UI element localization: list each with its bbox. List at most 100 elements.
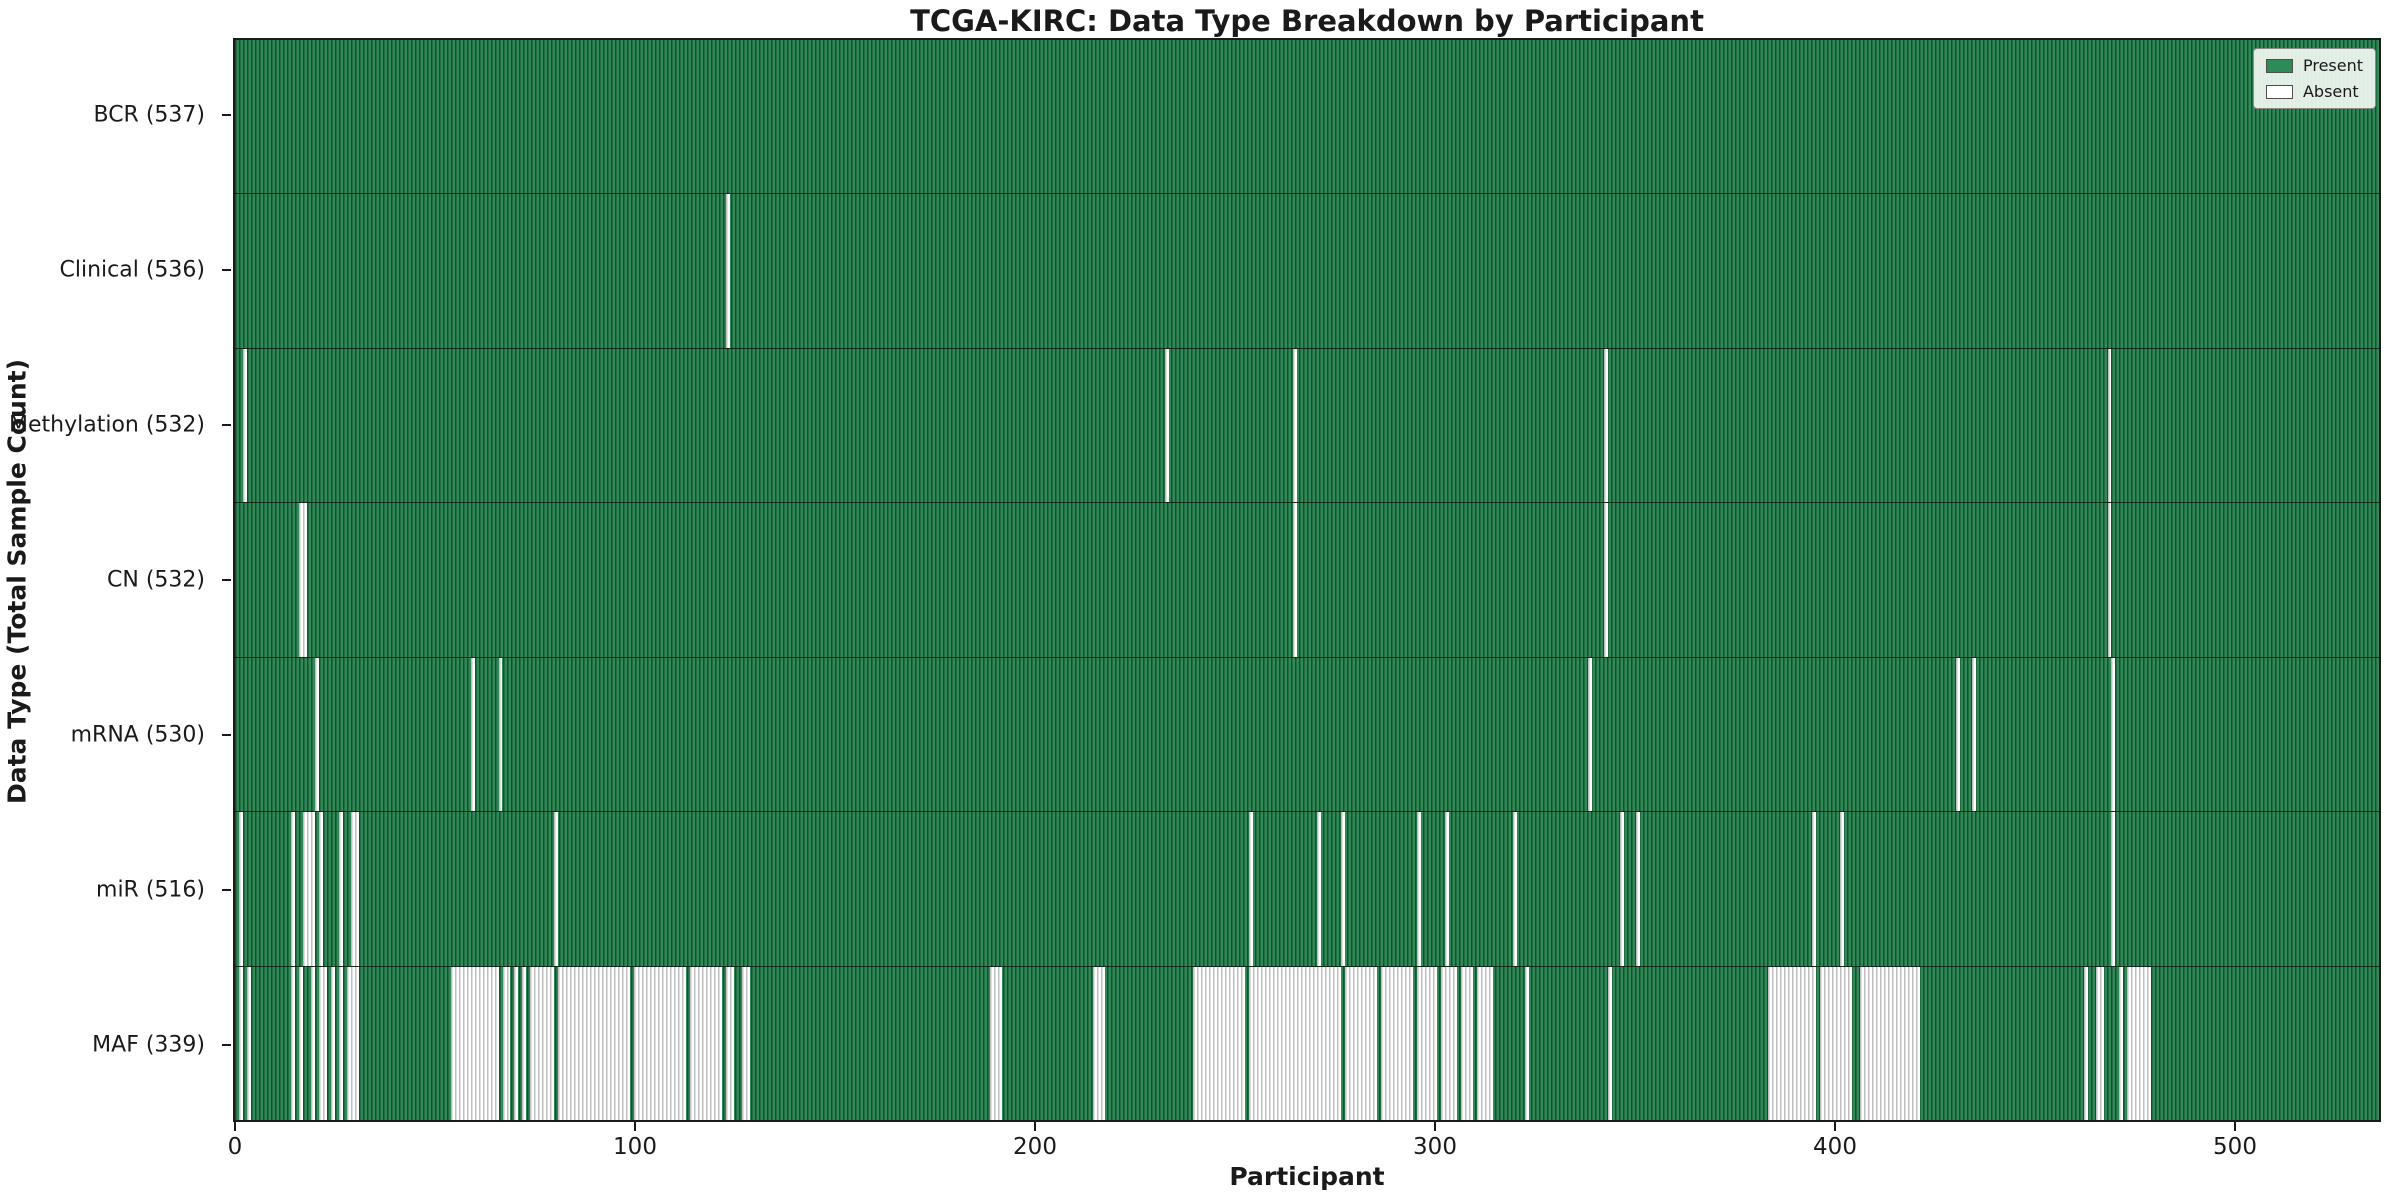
absent-segment [742,966,751,1120]
absent-segment [298,966,303,1120]
absent-segment [1588,657,1593,812]
absent-segment [310,966,315,1120]
legend-label-absent: Absent [2302,82,2359,101]
chart-title: TCGA-KIRC: Data Type Breakdown by Partic… [910,4,1704,38]
row-methylation [235,348,2379,504]
absent-segment [2127,966,2152,1120]
row-maf [235,966,2379,1120]
row-cn [235,503,2379,658]
absent-segment [1971,657,1976,812]
absent-segment [2111,657,2116,812]
y-tick-label-bcr: BCR (537) [93,102,205,128]
absent-segment [498,657,503,812]
plot-area [233,38,2381,1122]
x-tick-mark [1434,1122,1436,1131]
absent-segment [1380,966,1413,1120]
absent-segment [246,966,251,1120]
absent-segment [338,966,343,1120]
absent-segment [350,812,359,966]
absent-segment [2095,966,2104,1120]
legend-item-present: Present [2265,56,2363,75]
absent-segment [1476,966,1493,1120]
y-tick-label-mir: miR (516) [96,877,205,903]
row-mir [235,812,2379,967]
absent-segment [1416,966,1437,1120]
absent-segment [290,812,295,966]
absent-segment [1524,966,1529,1120]
x-tick-mark [634,1122,636,1131]
x-axis-label: Participant [1229,1162,1385,1191]
absent-segment [530,966,555,1120]
absent-segment [330,966,335,1120]
y-tick-label-methylation: Methylation (532) [9,412,205,438]
y-tick-label-cn: CN (532) [107,567,205,593]
absent-segment [514,966,519,1120]
absent-segment [2111,812,2116,966]
x-tick-mark [234,1122,236,1131]
absent-segment [298,503,307,657]
y-tick-mark [222,269,231,272]
x-tick-mark [2234,1122,2236,1131]
absent-segment [1193,966,1246,1120]
y-tick-mark [222,579,231,581]
absent-segment [470,657,475,812]
present-swatch-icon [2265,58,2293,73]
absent-segment [989,966,1002,1120]
absent-segment [1165,348,1170,503]
absent-segment [318,966,327,1120]
y-tick-mark [222,733,231,736]
absent-segment [1820,966,1852,1120]
absent-segment [1440,966,1457,1120]
absent-segment [726,966,735,1120]
absent-segment [502,966,511,1120]
y-tick-mark [222,888,231,891]
x-tick-label-400: 400 [1813,1134,1857,1160]
y-tick-label-clinical: Clinical (536) [59,257,205,283]
absent-segment [2107,503,2112,657]
absent-segment [1608,966,1613,1120]
absent-segment [290,966,295,1120]
absent-segment [1840,812,1844,966]
absent-segment [238,966,243,1120]
y-tick-marks [222,38,233,1122]
absent-segment [1340,812,1345,966]
y-tick-label-mrna: mRNA (530) [70,722,205,748]
absent-segment [1955,657,1960,812]
absent-segment [1293,348,1297,503]
x-tick-label-200: 200 [1013,1134,1057,1160]
absent-segment [314,657,319,812]
absent-segment [690,966,723,1120]
absent-segment [1344,966,1377,1120]
y-tick-labels: BCR (537) Clinical (536) Methylation (532)… [0,38,219,1122]
absent-segment [1620,812,1625,966]
absent-segment [1636,812,1641,966]
absent-segment [1249,966,1341,1120]
y-tick-label-maf: MAF (339) [92,1032,205,1058]
x-tick-mark [1034,1122,1036,1131]
x-tick-mark [1834,1122,1836,1131]
absent-segment [1316,812,1321,966]
absent-segment [2107,348,2112,503]
absent-segment [302,812,315,966]
absent-segment [1859,966,1920,1120]
absent-segment [1093,966,1106,1120]
absent-segment [1512,812,1517,966]
absent-segment [554,812,559,966]
absent-segment [634,966,687,1120]
absent-swatch-icon [2265,84,2293,99]
y-tick-mark [222,114,231,117]
legend-item-absent: Absent [2265,82,2363,101]
absent-segment [1768,966,1817,1120]
absent-segment [522,966,527,1120]
absent-segment [1293,503,1297,657]
y-tick-mark [222,1043,231,1046]
y-tick-mark [222,424,231,427]
absent-segment [242,348,247,503]
x-tick-label-100: 100 [613,1134,657,1160]
x-tick-label-500: 500 [2213,1134,2257,1160]
absent-segment [1812,812,1817,966]
absent-segment [1604,348,1609,503]
x-tick-label-0: 0 [227,1134,243,1160]
absent-segment [450,966,499,1120]
